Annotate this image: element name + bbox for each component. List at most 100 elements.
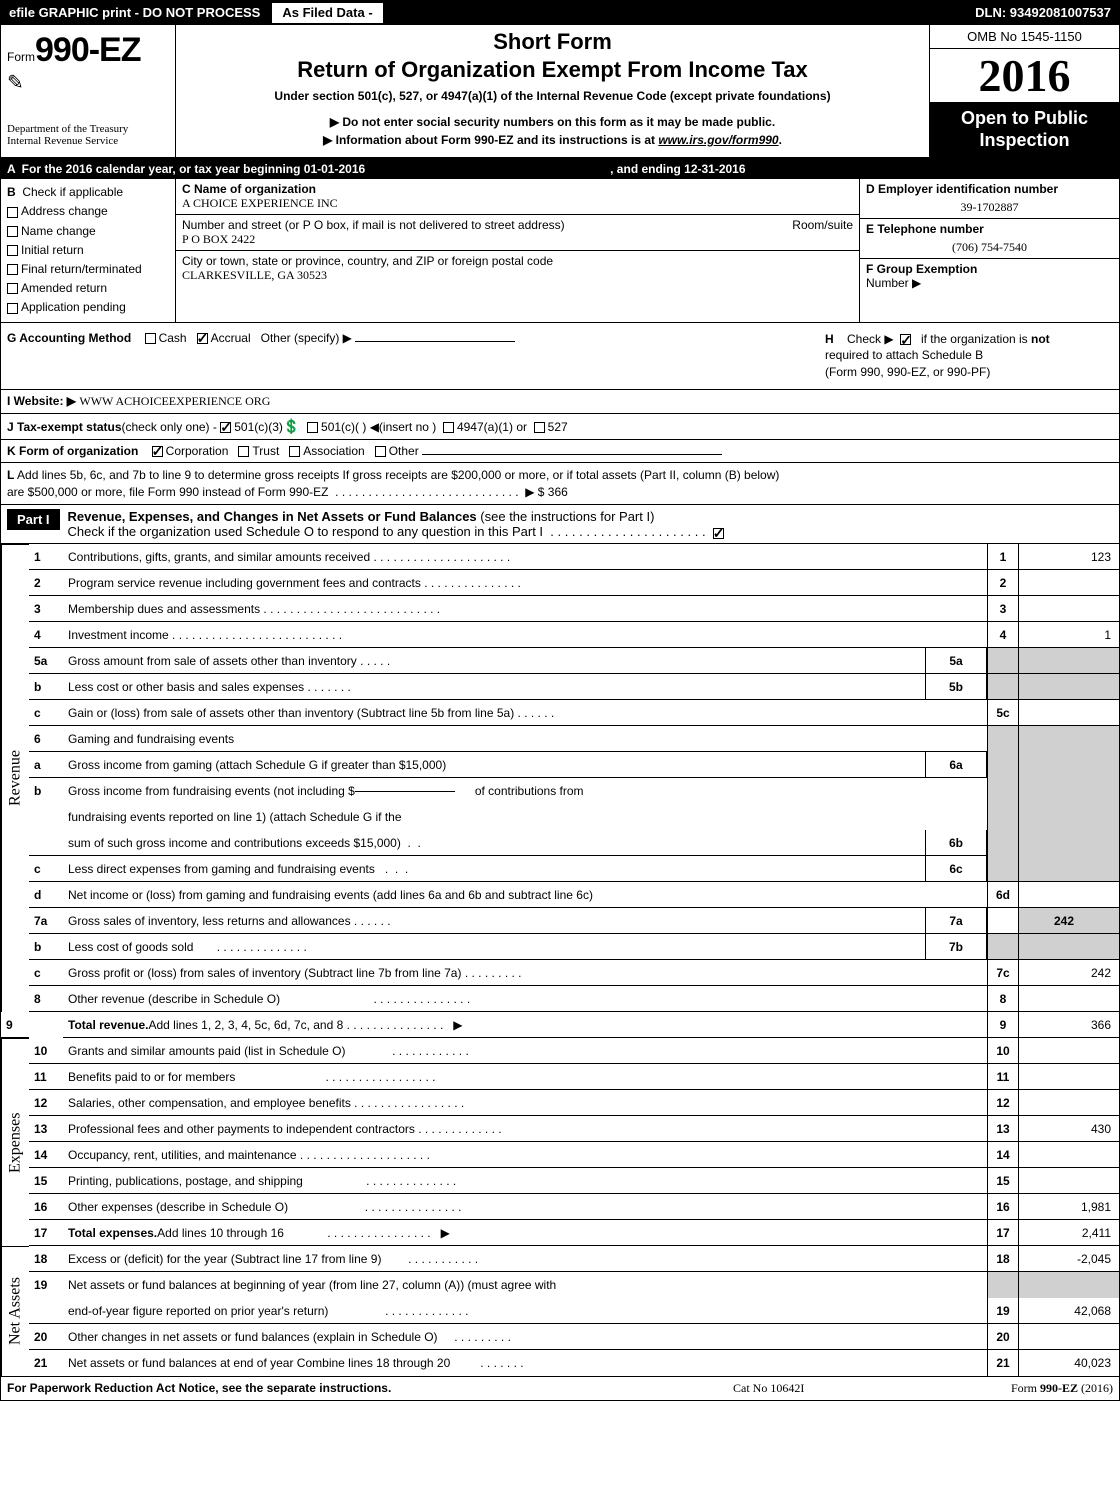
checkbox-accrual[interactable] [197, 333, 208, 344]
line-21-num: 21 [29, 1350, 63, 1376]
label-a: A [7, 162, 16, 176]
checkbox-address-change[interactable] [7, 207, 18, 218]
line-7c-rnum: 7c [987, 960, 1019, 986]
page-footer: For Paperwork Reduction Act Notice, see … [1, 1376, 1119, 1400]
line-5b-num: b [29, 674, 63, 700]
checkbox-name-change[interactable] [7, 226, 18, 237]
line-3-desc: Membership dues and assessments . . . . … [63, 596, 987, 622]
checkbox-corporation[interactable] [152, 446, 163, 457]
gross-receipts-amount: ▶ $ 366 [525, 485, 568, 499]
checkbox-amended[interactable] [7, 283, 18, 294]
line-15-desc: Printing, publications, postage, and shi… [63, 1168, 987, 1194]
line-5c-desc: Gain or (loss) from sale of assets other… [63, 700, 987, 726]
block-b-to-f: B Check if applicable Address change Nam… [1, 179, 1119, 322]
topbar-dln: DLN: 93492081007537 [967, 1, 1119, 25]
row-i-website: I Website: ▶ WWW ACHOICEEXPERIENCE ORG [1, 390, 1119, 414]
part-i-lines: Revenue 1 Contributions, gifts, grants, … [1, 544, 1119, 1376]
line-20-rnum: 20 [987, 1324, 1019, 1350]
row-a-tax-year: A For the 2016 calendar year, or tax yea… [1, 159, 1119, 179]
website-value: WWW ACHOICEEXPERIENCE ORG [79, 394, 270, 408]
form-header: Form990-EZ ✎ Department of the Treasury … [1, 25, 1119, 159]
form-subtitle: Under section 501(c), 527, or 4947(a)(1)… [184, 89, 921, 103]
line-6b-num: b [29, 778, 63, 804]
line-1-desc: Contributions, gifts, grants, and simila… [63, 544, 987, 570]
open-to-public: Open to Public Inspection [930, 102, 1119, 157]
line-10-value [1019, 1038, 1119, 1064]
line-17-rnum: 17 [987, 1220, 1019, 1246]
line-4-num: 4 [29, 622, 63, 648]
line-12-num: 12 [29, 1090, 63, 1116]
part-i-check-text: Check if the organization used Schedule … [68, 524, 544, 539]
line-5b-desc: Less cost or other basis and sales expen… [63, 674, 925, 700]
omb-number: OMB No 1545-1150 [930, 25, 1119, 49]
checkbox-trust[interactable] [238, 446, 249, 457]
line-2-num: 2 [29, 570, 63, 596]
line-16-desc: Other expenses (describe in Schedule O) … [63, 1194, 987, 1220]
line-7a-subval: 242 [987, 908, 1019, 934]
row-l-gross-receipts: L Add lines 5b, 6c, and 7b to line 9 to … [1, 463, 1119, 506]
line-5c-num: c [29, 700, 63, 726]
footer-left: For Paperwork Reduction Act Notice, see … [7, 1381, 733, 1396]
instruction-1: ▶ Do not enter social security numbers o… [184, 113, 921, 131]
checkbox-schedule-o-part-i[interactable] [713, 528, 724, 539]
org-name: A CHOICE EXPERIENCE INC [182, 196, 853, 211]
line-5b-rnum-shade [987, 674, 1019, 700]
checkbox-other-org[interactable] [375, 446, 386, 457]
line-6d-num: d [29, 882, 63, 908]
label-h: H [825, 332, 834, 346]
line-18-desc: Excess or (deficit) for the year (Subtra… [63, 1246, 987, 1272]
line-1-num: 1 [29, 544, 63, 570]
checkbox-schedule-b-not-required[interactable] [900, 334, 911, 345]
line-8-num: 8 [29, 986, 63, 1012]
line-8-rnum: 8 [987, 986, 1019, 1012]
checkbox-cash[interactable] [145, 333, 156, 344]
checkbox-501c3[interactable] [220, 422, 231, 433]
label-i: I Website: ▶ [7, 394, 76, 408]
row-g-h: G Accounting Method Cash Accrual Other (… [1, 323, 1119, 390]
line-1-rnum: 1 [987, 544, 1019, 570]
label-l: L [7, 468, 14, 482]
line-13-rnum: 13 [987, 1116, 1019, 1142]
section-b: B Check if applicable Address change Nam… [1, 179, 176, 321]
line-4-desc: Investment income . . . . . . . . . . . … [63, 622, 987, 648]
part-i-title: Revenue, Expenses, and Changes in Net As… [68, 509, 477, 524]
line-6a-rval-shade [1019, 752, 1119, 778]
row-a-end: , and ending 12-31-2016 [610, 162, 745, 176]
side-net-assets: Net Assets [1, 1246, 29, 1376]
phone-block: E Telephone number (706) 754-7540 [860, 219, 1119, 259]
label-g: G Accounting Method [7, 331, 131, 345]
line-6-desc: Gaming and fundraising events [63, 726, 987, 752]
line-1-value: 123 [1019, 544, 1119, 570]
irs-link[interactable]: www.irs.gov/form990 [658, 133, 778, 147]
row-k-org-form: K Form of organization Corporation Trust… [1, 440, 1119, 463]
line-9-rnum: 9 [987, 1012, 1019, 1038]
line-6c-sub: 6c [925, 856, 987, 882]
line-8-desc: Other revenue (describe in Schedule O) .… [63, 986, 987, 1012]
line-7c-desc: Gross profit or (loss) from sales of inv… [63, 960, 987, 986]
checkbox-527[interactable] [534, 422, 545, 433]
checkbox-4947a1[interactable] [443, 422, 454, 433]
checkbox-final-return[interactable] [7, 264, 18, 275]
line-15-rnum: 15 [987, 1168, 1019, 1194]
header-right: OMB No 1545-1150 2016 Open to Public Ins… [929, 25, 1119, 157]
checkbox-association[interactable] [289, 446, 300, 457]
top-bar: efile GRAPHIC print - DO NOT PROCESS As … [1, 1, 1119, 25]
checkbox-initial-return[interactable] [7, 245, 18, 256]
line-5c-value [1019, 700, 1119, 726]
line-9-num: 9 [1, 1012, 29, 1038]
checkbox-501c[interactable] [307, 422, 318, 433]
line-11-desc: Benefits paid to or for members . . . . … [63, 1064, 987, 1090]
line-7a-num: 7a [29, 908, 63, 934]
line-3-num: 3 [29, 596, 63, 622]
checkbox-app-pending[interactable] [7, 303, 18, 314]
label-b: B [7, 185, 16, 199]
section-c: C Name of organization A CHOICE EXPERIEN… [176, 179, 859, 321]
line-11-num: 11 [29, 1064, 63, 1090]
header-left: Form990-EZ ✎ Department of the Treasury … [1, 25, 176, 157]
line-2-desc: Program service revenue including govern… [63, 570, 987, 596]
label-j: J Tax-exempt status [7, 420, 122, 434]
line-6b-desc-1: Gross income from fundraising events (no… [63, 778, 987, 804]
row-j-tax-status: J Tax-exempt status(check only one) - 50… [1, 414, 1119, 440]
line-12-rnum: 12 [987, 1090, 1019, 1116]
org-name-block: C Name of organization A CHOICE EXPERIEN… [176, 179, 859, 215]
